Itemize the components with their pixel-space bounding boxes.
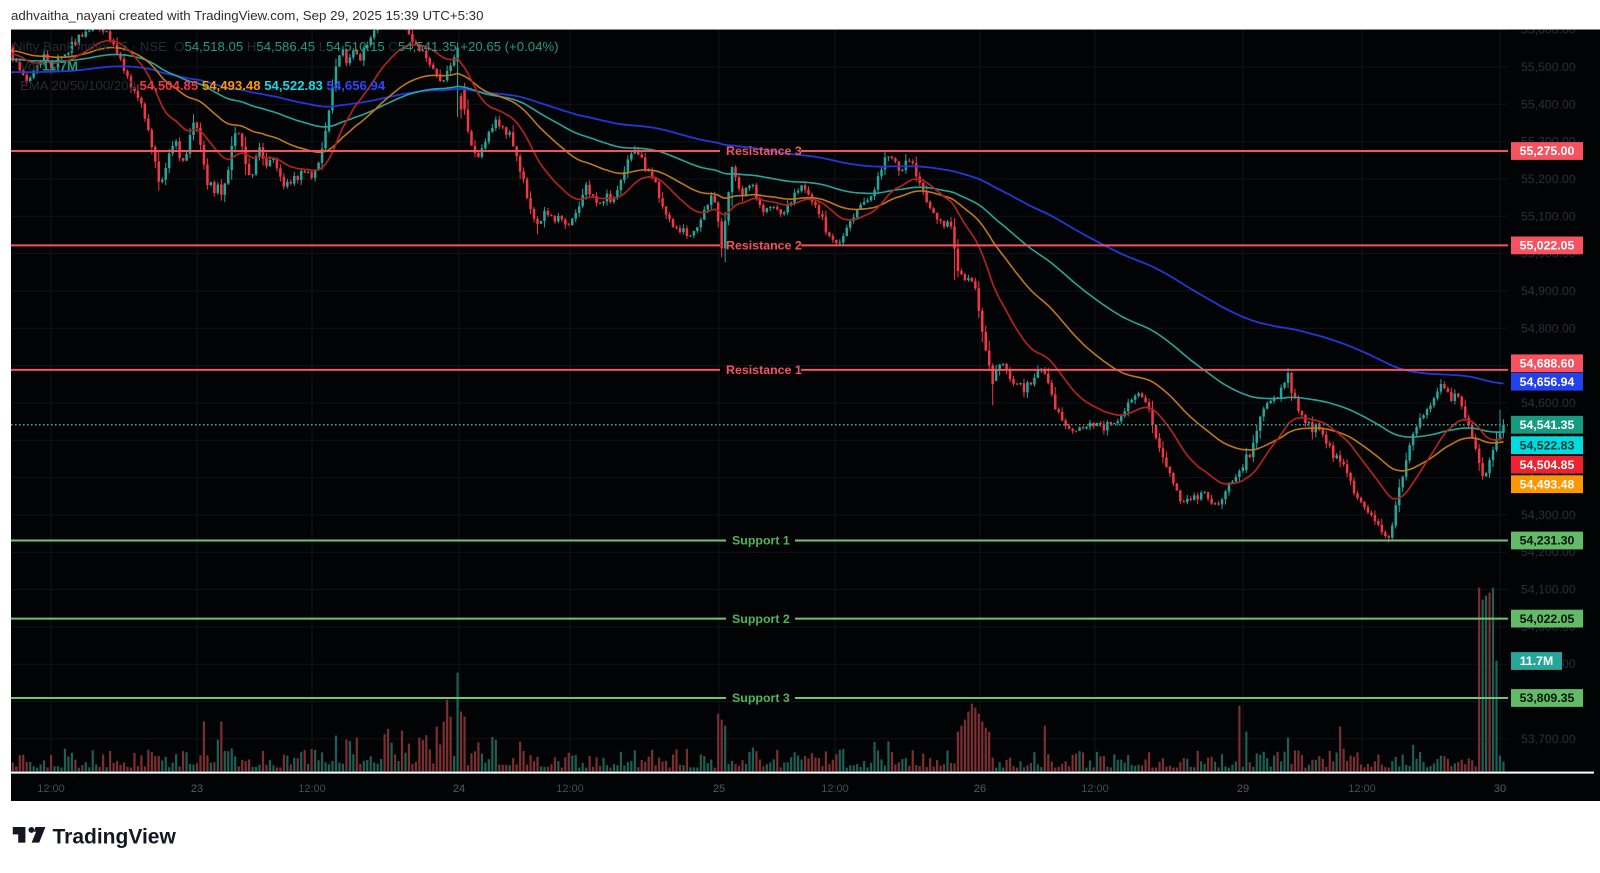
svg-text:54,900.00: 54,900.00 [1521,284,1576,298]
svg-text:54,504.85: 54,504.85 [1520,458,1575,472]
svg-text:54,800.00: 54,800.00 [1521,321,1576,335]
svg-text:54,688.60: 54,688.60 [1520,357,1575,371]
svg-text:12:00: 12:00 [298,783,326,795]
svg-text:12:00: 12:00 [821,783,849,795]
svg-text:55,200.00: 55,200.00 [1521,172,1576,186]
svg-text:54,656.94: 54,656.94 [1520,375,1575,389]
svg-text:Nifty Bank Index · 5 · NSE O5: Nifty Bank Index · 5 · NSE O54,518.05 H5… [13,39,559,54]
svg-text:25: 25 [713,783,725,795]
svg-text:55,275.00: 55,275.00 [1520,144,1575,158]
svg-text:55,600.00: 55,600.00 [1521,23,1576,37]
svg-text:11.7M: 11.7M [1520,654,1554,668]
svg-text:24: 24 [453,783,465,795]
svg-text:12:00: 12:00 [1348,783,1376,795]
svg-text:adhvaitha_nayani created with: adhvaitha_nayani created with TradingVie… [11,8,483,23]
svg-text:55,400.00: 55,400.00 [1521,97,1576,111]
svg-text:Vol 11.7M: Vol 11.7M [20,59,78,74]
svg-text:12:00: 12:00 [1081,783,1109,795]
svg-text:TradingView: TradingView [53,826,177,849]
svg-text:29: 29 [1237,783,1249,795]
svg-text:53,700.00: 53,700.00 [1521,732,1576,746]
svg-text:54,600.00: 54,600.00 [1521,396,1576,410]
svg-text:55,500.00: 55,500.00 [1521,60,1576,74]
svg-text:Resistance 3: Resistance 3 [726,144,802,158]
svg-text:12:00: 12:00 [37,783,65,795]
svg-text:Resistance 1: Resistance 1 [726,363,802,377]
svg-text:23: 23 [191,783,203,795]
svg-text:Resistance 2: Resistance 2 [726,239,802,253]
svg-text:Support 1: Support 1 [732,534,790,548]
svg-text:Support 2: Support 2 [732,612,790,626]
svg-text:Support 3: Support 3 [732,691,790,705]
svg-text:53,809.35: 53,809.35 [1520,691,1575,705]
svg-text:54,022.05: 54,022.05 [1520,612,1575,626]
svg-text:EMA 20/50/100/200 54,504.85 54: EMA 20/50/100/200 54,504.85 54,493.48 54… [20,78,386,93]
svg-text:55,100.00: 55,100.00 [1521,209,1576,223]
svg-text:54,493.48: 54,493.48 [1520,477,1575,491]
svg-text:12:00: 12:00 [556,783,584,795]
svg-text:54,300.00: 54,300.00 [1521,508,1576,522]
svg-text:30: 30 [1494,783,1506,795]
svg-text:54,231.30: 54,231.30 [1520,534,1575,548]
svg-text:54,100.00: 54,100.00 [1521,583,1576,597]
svg-text:26: 26 [974,783,986,795]
svg-text:54,541.35: 54,541.35 [1520,418,1575,432]
svg-text:55,022.05: 55,022.05 [1520,239,1575,253]
svg-text:54,522.83: 54,522.83 [1520,438,1575,452]
